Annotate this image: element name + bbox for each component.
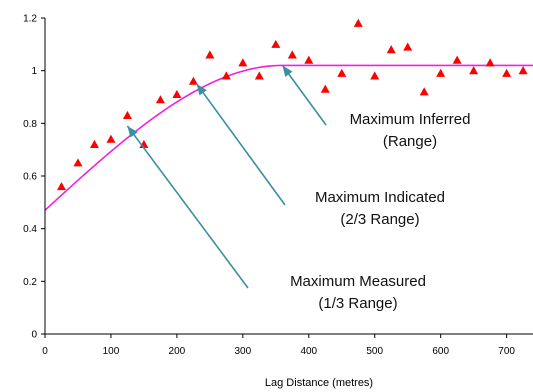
- data-point: [254, 71, 264, 80]
- y-tick-label: 0.2: [23, 277, 37, 288]
- data-point: [403, 42, 413, 51]
- annotation-arrowhead: [127, 125, 138, 138]
- y-tick-label: 0.6: [23, 172, 37, 183]
- data-points-layer: [56, 18, 528, 191]
- data-point: [188, 76, 198, 85]
- x-tick-label: 300: [234, 346, 251, 357]
- data-point: [155, 95, 165, 104]
- x-tick-label: 600: [432, 346, 449, 357]
- data-point: [73, 158, 83, 167]
- annotation-arrows: [126, 64, 327, 289]
- annotation-subtitle: (Range): [383, 133, 437, 150]
- data-point: [221, 71, 231, 80]
- data-point: [469, 66, 479, 75]
- x-tick-label: 500: [366, 346, 383, 357]
- annotation-arrow-shaft: [281, 64, 327, 126]
- data-point: [436, 68, 446, 77]
- data-point: [320, 84, 330, 93]
- annotation-title: Maximum Measured: [290, 273, 426, 290]
- annotation-arrowhead: [282, 65, 293, 77]
- data-point: [287, 50, 297, 59]
- x-tick-label: 400: [300, 346, 317, 357]
- annotation-arrow-shaft: [196, 83, 286, 206]
- y-tick-label: 0.4: [23, 224, 37, 235]
- data-point: [238, 58, 248, 67]
- y-tick-label: 0: [31, 330, 37, 341]
- x-tick-label: 700: [498, 346, 515, 357]
- y-tick-label: 1: [31, 66, 37, 77]
- data-point: [89, 139, 99, 148]
- data-point: [304, 55, 314, 64]
- data-point: [353, 18, 363, 27]
- data-point: [386, 45, 396, 54]
- annotation-labels: Maximum Inferred (Range) Maximum Indicated…: [290, 111, 470, 312]
- model-curve: [44, 64, 533, 211]
- x-tick-label: 100: [103, 346, 120, 357]
- data-point: [122, 110, 132, 120]
- data-point: [419, 87, 429, 96]
- data-point: [370, 71, 380, 80]
- data-point: [518, 66, 528, 75]
- y-tick-label: 0.8: [23, 119, 37, 130]
- x-tick-label: 200: [169, 346, 186, 357]
- data-point: [205, 50, 215, 59]
- data-point: [485, 58, 495, 67]
- annotation-subtitle: (1/3 Range): [318, 295, 397, 312]
- annotation-arrowhead: [196, 83, 207, 96]
- annotation-title: Maximum Indicated: [315, 189, 445, 206]
- axes: 0 0.2 0.4 0.6 0.8 1 1.2 0 100 200 300 400 500 600 700: [23, 14, 533, 357]
- annotation-title: Maximum Inferred: [350, 111, 471, 128]
- data-point: [106, 134, 116, 143]
- data-point: [271, 39, 281, 48]
- y-tick-label: 1.2: [23, 14, 37, 25]
- model-curve-layer: [44, 64, 533, 211]
- annotation-subtitle: (2/3 Range): [340, 211, 419, 228]
- data-point: [502, 68, 512, 77]
- data-point: [56, 182, 66, 191]
- data-point: [337, 68, 347, 77]
- x-tick-label: 0: [42, 346, 48, 357]
- data-point: [172, 89, 182, 98]
- annotation-arrow-shaft: [126, 125, 249, 289]
- data-point: [452, 55, 462, 64]
- x-axis-title: Lag Distance (metres): [265, 377, 373, 389]
